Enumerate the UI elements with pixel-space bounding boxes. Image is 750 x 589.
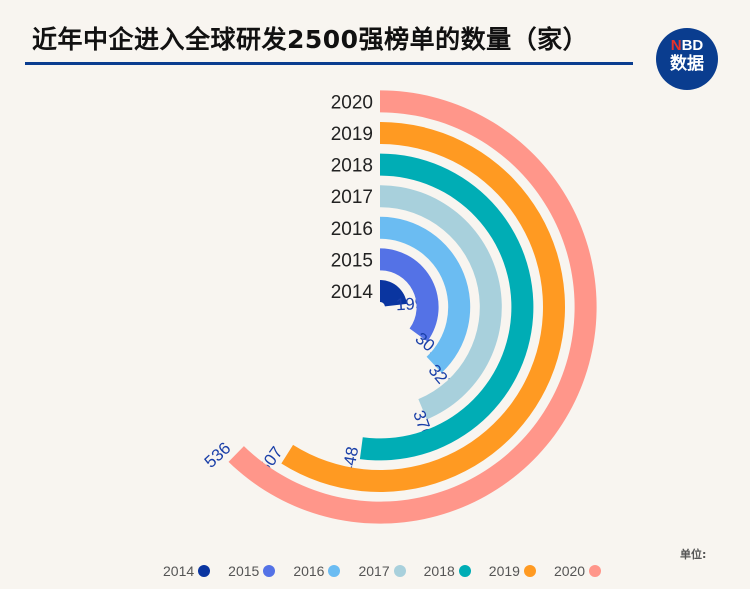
legend-item-2018: 2018: [424, 563, 471, 579]
value-label: 536: [201, 439, 235, 472]
legend-dot: [458, 565, 471, 577]
legend-item-2014: 2014: [163, 563, 211, 579]
legend-label: 2017: [358, 563, 390, 579]
category-label: 2020: [331, 92, 373, 113]
bar-2014: [380, 280, 407, 307]
bar-2017: [380, 185, 502, 420]
bar-2020: [228, 90, 597, 524]
legend-label: 2016: [293, 563, 325, 579]
category-label: 2014: [331, 282, 374, 303]
category-label: 2015: [331, 250, 373, 271]
category-label: 2016: [331, 219, 373, 240]
legend-item-2015: 2015: [228, 563, 276, 579]
legend-item-2020: 2020: [553, 563, 602, 579]
bar-2015: [380, 248, 439, 342]
category-label: 2018: [331, 156, 373, 177]
legend-dot: [198, 565, 211, 577]
category-label: 2017: [331, 187, 373, 208]
legend-dot: [589, 565, 602, 577]
legend-item-2019: 2019: [489, 563, 536, 579]
category-label: 2019: [331, 124, 373, 145]
chart-title: 近年中企进入全球研发2500强榜单的数量（家）: [32, 25, 589, 54]
nbd-logo: NBD 数据: [656, 28, 718, 90]
legend-label: 2020: [553, 563, 586, 579]
bar-2016: [380, 216, 471, 373]
legend-dot: [393, 565, 406, 577]
legend-label: 2019: [488, 563, 520, 579]
legend-label: 2018: [423, 563, 455, 579]
legend-dot: [328, 565, 341, 577]
legend-item-2017: 2017: [358, 563, 406, 579]
legend-label: 2015: [228, 563, 260, 579]
legend-item-2016: 2016: [293, 563, 341, 579]
bar-2018: [359, 153, 534, 461]
unit-label: 单位:: [680, 548, 707, 561]
legend-label: 2014: [163, 563, 195, 579]
legend-dot: [523, 565, 536, 577]
legend-dot: [263, 565, 276, 577]
bar-2019: [281, 122, 566, 492]
title-underline: [25, 62, 633, 65]
legend: 2014 2015 2016 2017 2018 2019 2020: [163, 563, 602, 579]
